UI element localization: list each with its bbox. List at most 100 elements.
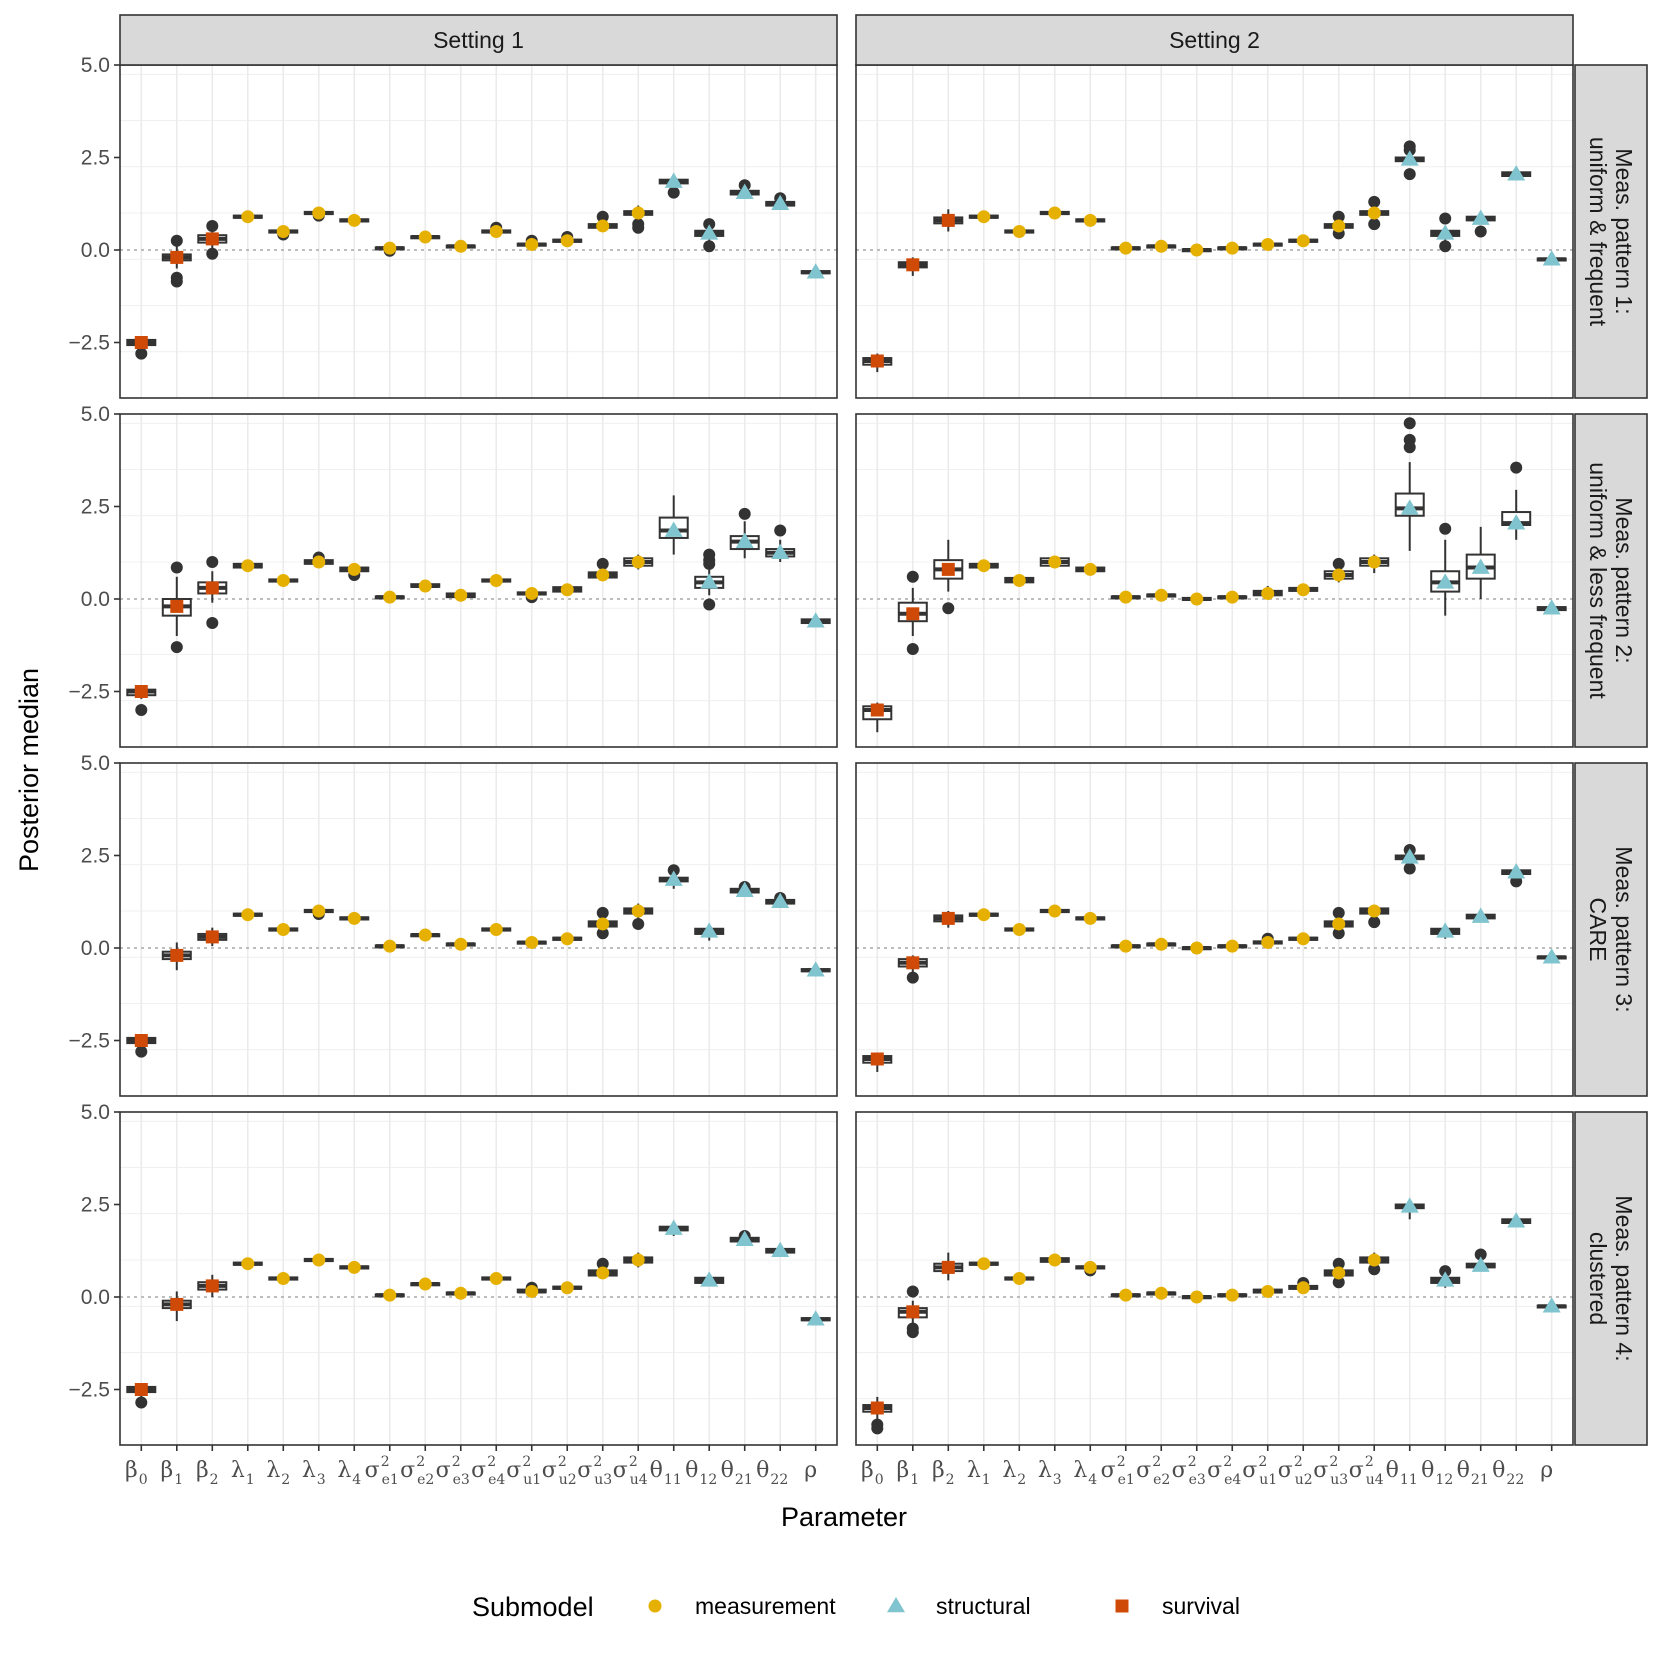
y-tick-label: −2.5 [69, 332, 110, 355]
x-tick-label: β0 [861, 1458, 884, 1488]
true-value-marker [1083, 911, 1097, 925]
outlier-point [135, 1396, 148, 1409]
facet-panel [119, 64, 838, 399]
row-strip-text: clustered [1585, 1232, 1611, 1325]
boxplot [232, 210, 263, 224]
x-tick-label: λ3 [1038, 1458, 1062, 1488]
x-tick-label: λ1 [231, 1458, 255, 1488]
row-strip-text: CARE [1585, 898, 1611, 962]
true-value-marker [1471, 1256, 1490, 1272]
true-value-marker [771, 194, 790, 211]
outlier-point [632, 917, 645, 930]
x-tick-label: σ2 e4 [471, 1454, 505, 1488]
true-value-marker [906, 258, 920, 272]
true-value-marker [870, 1401, 884, 1415]
x-tick-label: θ12 [685, 1458, 717, 1488]
boxplot [445, 239, 476, 253]
y-tick-label: 2.5 [81, 496, 110, 519]
row-strip [1574, 762, 1648, 1097]
boxplot [481, 1272, 512, 1285]
boxplot [410, 230, 441, 244]
boxplot [161, 561, 192, 654]
true-value-marker [1190, 243, 1204, 257]
true-value-marker [1048, 206, 1062, 220]
row-strip-text: Meas. pattern 2: [1611, 497, 1637, 663]
boxplot [1394, 140, 1425, 181]
boxplot [933, 209, 964, 232]
true-value-marker [1119, 1288, 1133, 1302]
legend-label: survival [1162, 1593, 1240, 1619]
boxplot [1394, 843, 1425, 875]
outlier-point [1368, 218, 1381, 231]
true-value-marker [1400, 1197, 1419, 1213]
boxplot [1430, 1265, 1461, 1288]
boxplot [161, 1291, 192, 1322]
boxplot [1146, 588, 1177, 602]
column-strip [119, 14, 838, 66]
true-value-marker [205, 232, 219, 246]
boxplot [729, 1229, 760, 1246]
boxplot [161, 942, 192, 971]
row-strip-label: Meas. pattern 2:uniform & less frequent [1585, 462, 1637, 699]
true-value-marker [1119, 590, 1133, 604]
boxplot [968, 210, 999, 224]
x-tick-label: λ1 [967, 1458, 991, 1488]
boxplot [968, 1257, 999, 1271]
true-value-marker [276, 923, 290, 936]
boxplot [1075, 1260, 1106, 1277]
boxplot [1501, 165, 1532, 181]
true-value-marker [700, 1271, 719, 1287]
boxplot [374, 939, 405, 953]
row-strip-label: Meas. pattern 1:uniform & frequent [1585, 137, 1637, 327]
outlier-point [1368, 1263, 1381, 1276]
outlier-point [135, 704, 148, 716]
true-value-marker [134, 685, 148, 698]
y-tick-label: 5.0 [81, 403, 110, 426]
true-value-marker [1012, 923, 1026, 936]
boxplot [552, 932, 583, 946]
true-value-marker [489, 1272, 503, 1285]
boxplot [1394, 1197, 1425, 1220]
panel-border [855, 762, 1574, 1097]
true-value-marker [735, 183, 754, 199]
boxplot [694, 218, 725, 253]
boxplot [552, 1281, 583, 1295]
panel-border [119, 1111, 838, 1446]
boxplot [1181, 243, 1212, 257]
true-value-marker [1542, 599, 1561, 615]
x-tick-label: σ2 u1 [506, 1454, 541, 1488]
boxplot [339, 911, 370, 925]
true-value-marker [1332, 917, 1346, 931]
x-tick-label: σ2 u2 [542, 1454, 577, 1488]
boxplot [1039, 1253, 1070, 1267]
true-value-marker [134, 1383, 148, 1396]
x-tick-label: β2 [196, 1458, 219, 1488]
true-value-marker [1367, 555, 1381, 569]
true-value-marker [977, 1257, 991, 1271]
boxplot [126, 336, 157, 360]
outlier-point [906, 1326, 919, 1339]
outlier-point [170, 234, 183, 247]
boxplot [1288, 1276, 1319, 1295]
true-value-marker [383, 1288, 397, 1302]
boxplot [1252, 237, 1283, 251]
true-value-marker [806, 961, 825, 977]
y-tick-label: 0.0 [81, 1286, 110, 1309]
outlier-point [1332, 927, 1345, 940]
true-value-marker [941, 1260, 955, 1274]
boxplot [481, 221, 512, 238]
true-value-marker [1154, 1286, 1168, 1300]
true-value-marker [1296, 932, 1310, 946]
true-value-marker [418, 1277, 432, 1291]
true-value-marker [1296, 583, 1310, 597]
boxplot [587, 210, 618, 233]
facet-panel [855, 762, 1574, 1097]
outlier-point [1439, 240, 1452, 253]
true-value-marker [631, 206, 645, 220]
true-value-marker [205, 930, 219, 944]
boxplot [1501, 461, 1532, 540]
true-value-marker [664, 870, 683, 886]
true-value-marker [870, 703, 884, 717]
x-tick-label: σ2 e3 [1172, 1454, 1206, 1488]
x-axis-title: Parameter [781, 1502, 907, 1532]
